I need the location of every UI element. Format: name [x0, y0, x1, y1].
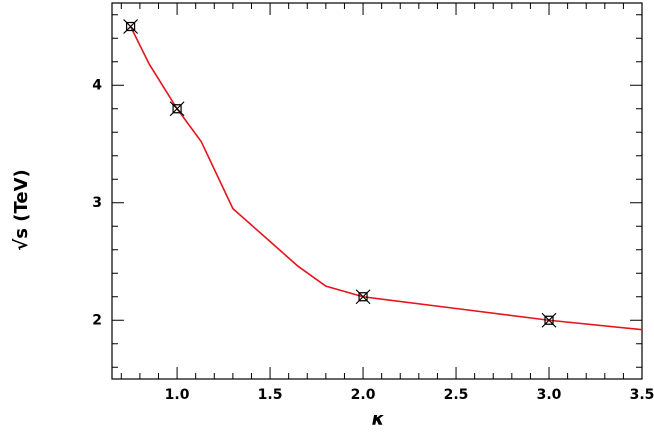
x-tick-label: 2.0 — [351, 387, 376, 403]
data-line — [129, 26, 643, 331]
plot-frame — [111, 2, 643, 380]
x-tick-label: 3.0 — [537, 387, 562, 403]
x-axis-label: κ — [372, 409, 385, 430]
data-marker — [541, 312, 557, 328]
y-tick-label: 3 — [92, 195, 102, 211]
x-tick-label: 1.0 — [165, 387, 190, 403]
y-axis-label: √s (TeV) — [11, 169, 32, 250]
data-marker — [355, 289, 371, 305]
x-tick-label: 1.5 — [258, 387, 283, 403]
y-tick-label: 2 — [92, 312, 102, 328]
y-tick-label: 4 — [92, 77, 102, 93]
data-marker — [169, 101, 185, 117]
x-tick-label: 3.5 — [630, 387, 654, 403]
data-marker — [123, 19, 139, 34]
x-tick-label: 2.5 — [444, 387, 469, 403]
